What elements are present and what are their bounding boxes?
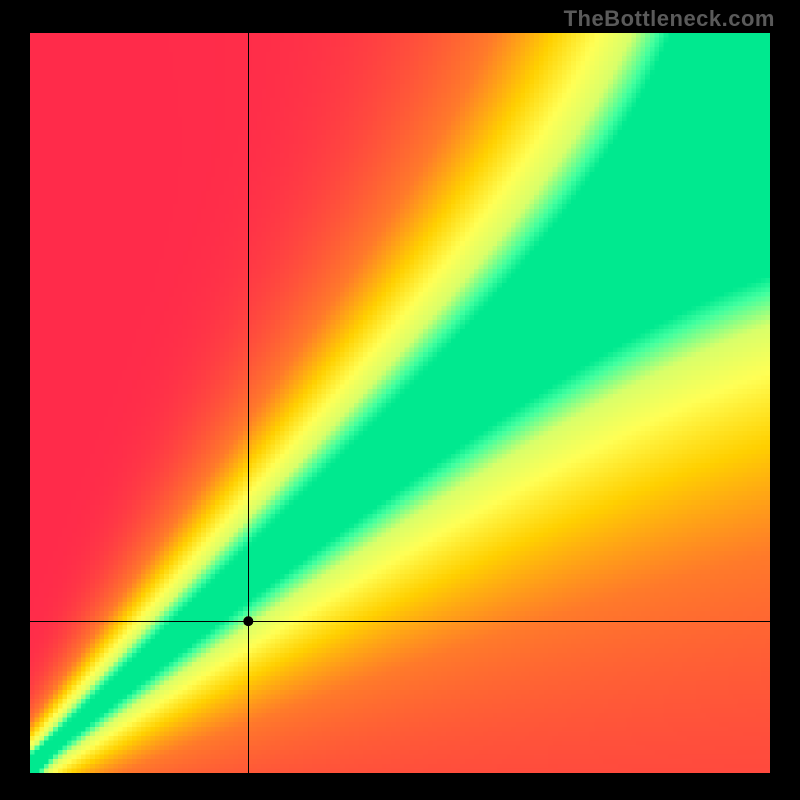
watermark-label: TheBottleneck.com: [564, 6, 775, 32]
crosshair-dot: [30, 33, 770, 773]
heatmap-plot: [30, 33, 770, 773]
